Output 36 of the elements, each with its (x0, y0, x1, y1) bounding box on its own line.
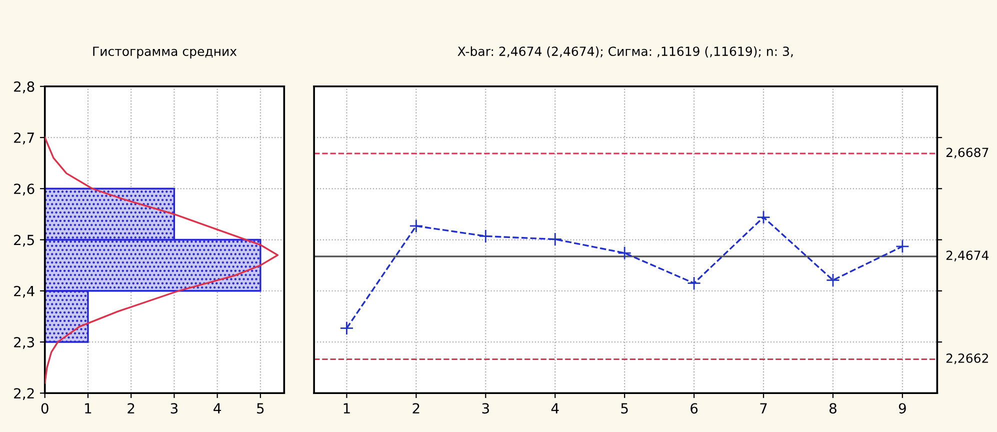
point (896, 239, 910, 254)
x-tick-label: 1 (344, 403, 350, 414)
point (687, 276, 701, 290)
x-tick-label: 2 (128, 403, 134, 414)
ref-line-label: 2,2662 (946, 353, 988, 364)
point (478, 229, 493, 244)
y-tick-label: 2,2 (14, 388, 34, 400)
y-tick-label: 2,8 (14, 81, 34, 94)
x-tick-label: 5 (621, 403, 628, 414)
point (756, 210, 770, 224)
x-tick-label: 6 (690, 403, 698, 414)
y-tick-label: 2,4 (14, 286, 34, 298)
x-tick-label: 5 (257, 403, 264, 414)
chart-title: X-bar: 2,4674 (2,4674); Сигма: ,11619 (,11619); n: 3, (458, 46, 793, 58)
x-tick-label: 7 (760, 403, 767, 414)
x-tick-label: 8 (830, 403, 836, 414)
x-tick-label: 0 (41, 403, 48, 414)
x-tick-label: 2 (412, 403, 420, 414)
y-tick-label: 2,5 (14, 234, 34, 247)
point (340, 321, 354, 336)
y-tick-label: 2,3 (14, 336, 34, 349)
x-tick-label: 3 (170, 403, 178, 414)
y-tick-label: 2,7 (14, 132, 34, 144)
ref-line-label: 2,6687 (946, 148, 988, 158)
point (409, 219, 424, 233)
x-tick-label: 1 (85, 403, 92, 414)
x-tick-label: 9 (898, 403, 906, 414)
point (618, 246, 632, 260)
y-tick-label: 2,6 (14, 184, 34, 196)
ref-line-label: 2,4674 (946, 250, 989, 262)
chart-title: Гистограмма средних (93, 46, 237, 58)
x-tick-label: 4 (551, 403, 559, 414)
point (826, 273, 840, 288)
x-tick-label: 4 (214, 403, 221, 414)
point (548, 232, 562, 246)
x-tick-label: 3 (482, 403, 489, 414)
